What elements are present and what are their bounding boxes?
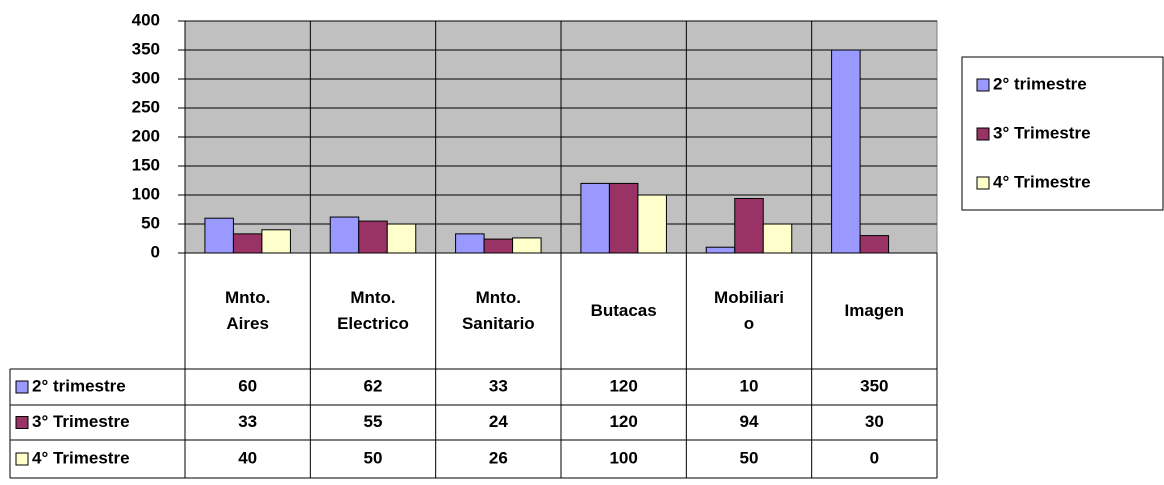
bar [608, 182, 639, 254]
legend-box [961, 56, 1164, 211]
table-value: 26 [489, 448, 508, 467]
bar [483, 238, 514, 254]
category-cell: Butacas [561, 253, 686, 369]
bar [386, 223, 417, 254]
bar [261, 229, 291, 254]
bar [734, 197, 764, 254]
category-cell: Mobiliario [686, 253, 811, 369]
table-value: 50 [364, 448, 383, 467]
table-value: 33 [238, 412, 257, 431]
table-value: 55 [364, 412, 383, 431]
table-value: 30 [865, 412, 884, 431]
bar [204, 217, 234, 254]
category-cell: Butacas [561, 253, 686, 369]
x-tick-label: Butacas [590, 301, 657, 320]
bar [831, 49, 861, 254]
table-value: 24 [489, 412, 508, 431]
bar [455, 233, 485, 254]
legend-key [15, 416, 29, 429]
x-tick-label: Mnto. Sanitario [461, 288, 535, 333]
x-tick-label: Imagen [844, 301, 905, 320]
category-cell: Mnto. Aires [185, 253, 310, 369]
bar [358, 220, 388, 254]
y-tick-label: 250 [132, 97, 160, 116]
row-label: 2° trimestre [32, 376, 126, 395]
category-cell: Mnto. Aires [185, 253, 310, 369]
row-label: 3° Trimestre [32, 412, 130, 431]
y-tick-label: 0 [151, 242, 160, 261]
row-label: 4° Trimestre [32, 448, 130, 467]
category-cell: Mnto. Sanitario [436, 253, 561, 369]
table-value: 350 [860, 376, 888, 395]
table-value: 120 [609, 376, 637, 395]
category-cell: Imagen [812, 253, 937, 369]
legend-key [976, 176, 990, 190]
legend-key [15, 452, 29, 466]
category-cell: Mnto. Electrico [310, 253, 435, 369]
y-tick-label: 150 [132, 155, 160, 174]
y-tick-label: 50 [141, 213, 160, 232]
x-tick-label: Mobiliario [714, 288, 784, 333]
table-value: 50 [740, 448, 759, 467]
bar [512, 237, 542, 254]
x-tick-label: Mnto. Electrico [337, 288, 409, 333]
y-tick-label: 100 [132, 184, 160, 203]
y-tick-label: 300 [132, 68, 160, 87]
x-tick-label: Mnto. Aires [224, 288, 271, 333]
bar [329, 216, 360, 254]
category-cell: Mobiliario [686, 253, 811, 369]
table-value: 62 [364, 376, 383, 395]
bar [580, 182, 610, 254]
table-value: 94 [740, 412, 759, 431]
bar [232, 233, 263, 254]
bar [762, 223, 793, 254]
table-value: 10 [740, 376, 759, 395]
y-tick-label: 350 [132, 39, 160, 58]
table-value: 33 [489, 376, 508, 395]
y-tick-label: 200 [132, 126, 160, 145]
legend-key [976, 127, 990, 141]
table-value: 0 [870, 448, 879, 467]
category-cell: Mnto. Sanitario [436, 253, 561, 369]
table-value: 120 [609, 412, 637, 431]
category-cell: Mnto. Electrico [310, 253, 435, 369]
legend-label: 4° Trimestre [993, 172, 1091, 191]
table-value: 40 [238, 448, 257, 467]
table-value: 60 [238, 376, 257, 395]
y-tick-label: 400 [132, 10, 160, 29]
category-cell: Imagen [812, 253, 937, 369]
legend-key [976, 78, 990, 92]
bar [637, 194, 667, 254]
legend-key [15, 380, 29, 394]
bar [859, 235, 890, 254]
legend-label: 3° Trimestre [993, 123, 1091, 142]
table-value: 100 [609, 448, 637, 467]
legend-label: 2° trimestre [993, 74, 1087, 93]
